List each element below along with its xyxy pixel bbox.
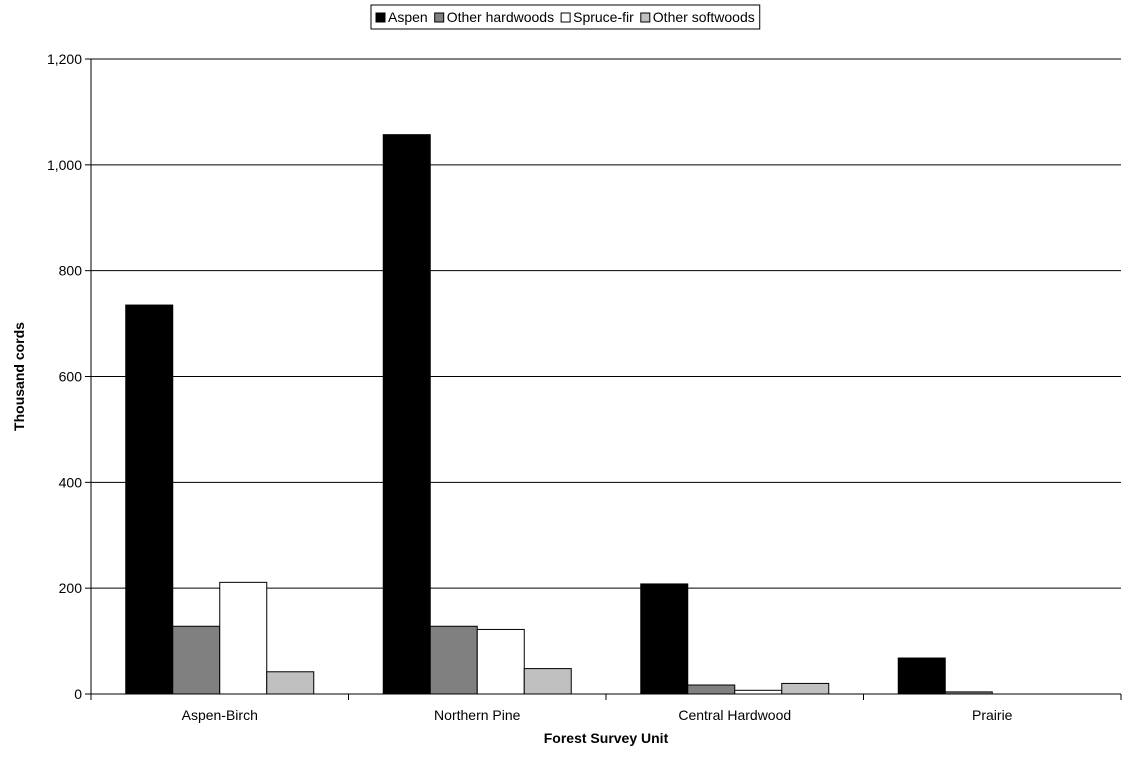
bar-aspen-birch-spruce-fir xyxy=(220,582,267,694)
y-tick-label-200: 200 xyxy=(59,580,83,596)
bar-northern-pine-aspen xyxy=(383,135,430,694)
bar-aspen-birch-other-hardwoods xyxy=(173,626,220,694)
legend-swatch-spruce-fir xyxy=(561,13,570,22)
bar-central-hardwood-spruce-fir xyxy=(735,690,782,694)
y-axis-title: Thousand cords xyxy=(11,322,27,431)
x-tick-label-central-hardwood: Central Hardwood xyxy=(678,707,791,723)
bars xyxy=(126,135,993,694)
y-tick-label-1000: 1,000 xyxy=(47,157,82,173)
bar-central-hardwood-aspen xyxy=(641,584,688,694)
bar-central-hardwood-other-hardwoods xyxy=(688,685,735,694)
legend: Aspen Other hardwoods Spruce-fir Other soft… xyxy=(371,5,760,29)
legend-label-aspen: Aspen xyxy=(388,9,428,25)
legend-swatch-other-softwoods xyxy=(641,13,650,22)
x-tick-label-aspen-birch: Aspen-Birch xyxy=(182,707,258,723)
bar-northern-pine-other-softwoods xyxy=(524,669,571,694)
bar-aspen-birch-aspen xyxy=(126,305,173,694)
bar-northern-pine-other-hardwoods xyxy=(430,626,477,694)
x-tick-label-prairie: Prairie xyxy=(972,707,1013,723)
y-tick-label-800: 800 xyxy=(59,263,83,279)
bar-northern-pine-spruce-fir xyxy=(477,629,524,694)
legend-label-other-softwoods: Other softwoods xyxy=(653,9,755,25)
legend-label-spruce-fir: Spruce-fir xyxy=(573,9,634,25)
bar-aspen-birch-other-softwoods xyxy=(267,672,314,694)
y-tick-label-0: 0 xyxy=(74,686,82,702)
x-tick-label-northern-pine: Northern Pine xyxy=(434,707,521,723)
x-axis-title: Forest Survey Unit xyxy=(544,730,669,746)
y-axis: 0 200 400 600 800 1,000 1,200 xyxy=(47,51,91,702)
y-tick-label-1200: 1,200 xyxy=(47,51,82,67)
legend-swatch-aspen xyxy=(376,13,385,22)
x-axis: Aspen-Birch Northern Pine Central Hardwood… xyxy=(91,694,1121,723)
legend-swatch-other-hardwoods xyxy=(435,13,444,22)
y-tick-label-600: 600 xyxy=(59,369,83,385)
gridlines xyxy=(91,59,1121,588)
bar-central-hardwood-other-softwoods xyxy=(782,683,829,694)
legend-label-other-hardwoods: Other hardwoods xyxy=(447,9,554,25)
bar-prairie-aspen xyxy=(898,658,945,694)
y-tick-label-400: 400 xyxy=(59,474,83,490)
bar-prairie-other-hardwoods xyxy=(945,692,992,694)
